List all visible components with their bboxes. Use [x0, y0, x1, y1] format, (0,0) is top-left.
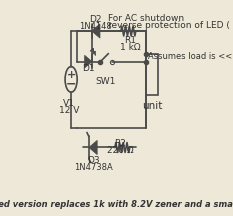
Text: −: − [66, 78, 76, 91]
Text: D3: D3 [87, 156, 99, 165]
Text: V1: V1 [63, 98, 75, 108]
Text: R2: R2 [114, 139, 126, 148]
Text: R1: R1 [124, 36, 136, 45]
Bar [146, 54, 158, 95]
Text: 220 Ω: 220 Ω [107, 146, 133, 155]
Text: Improved version replaces 1k with 8.2V zener and a smaller R.: Improved version replaces 1k with 8.2V z… [0, 200, 233, 209]
Text: D1: D1 [82, 64, 95, 73]
Text: 1N4738A: 1N4738A [74, 163, 112, 172]
Text: +: + [66, 70, 76, 80]
Text: 12 V: 12 V [59, 106, 79, 116]
Polygon shape [89, 140, 97, 155]
Text: unit: unit [142, 101, 162, 111]
Text: 1 kΩ: 1 kΩ [120, 43, 140, 52]
Polygon shape [85, 55, 92, 68]
Text: Assumes load is << 1k: Assumes load is << 1k [148, 52, 233, 61]
Text: reverse protection of LED ( < -5V): reverse protection of LED ( < -5V) [108, 21, 233, 30]
Text: 1N4148: 1N4148 [79, 22, 112, 31]
Text: D2: D2 [89, 15, 102, 24]
Text: For AC shutdown: For AC shutdown [108, 14, 185, 23]
Text: SW1: SW1 [96, 77, 116, 86]
Polygon shape [92, 24, 100, 38]
